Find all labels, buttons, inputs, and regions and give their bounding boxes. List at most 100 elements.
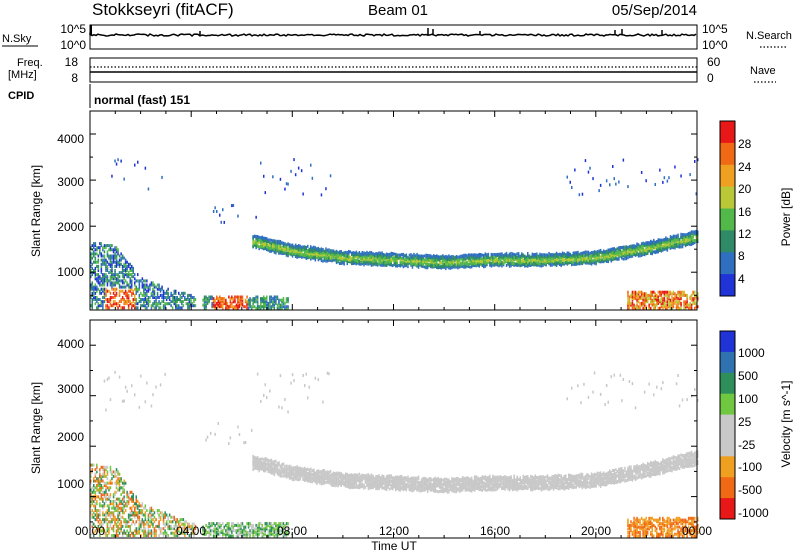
heatmap-cell xyxy=(662,180,664,184)
heatmap-cell xyxy=(648,246,650,250)
heatmap-cell xyxy=(665,300,667,304)
heatmap-cell xyxy=(501,261,503,264)
heatmap-cell xyxy=(109,246,112,250)
heatmap-cell xyxy=(126,264,128,268)
heatmap-cell xyxy=(109,398,112,402)
heatmap-cell xyxy=(425,255,427,259)
heatmap-cell xyxy=(109,520,112,524)
heatmap-cell xyxy=(102,506,104,510)
heatmap-cell xyxy=(631,254,634,258)
heatmap-cell xyxy=(273,295,276,299)
heatmap-cell xyxy=(126,499,128,503)
heatmap-cell xyxy=(111,287,113,291)
heatmap-cell xyxy=(237,300,239,304)
heatmap-cell xyxy=(540,263,543,267)
heatmap-cell xyxy=(273,242,276,246)
heatmap-cell xyxy=(152,393,154,397)
heatmap-cell xyxy=(589,252,591,255)
heatmap-cell xyxy=(112,275,115,279)
heatmap-cell xyxy=(106,260,109,264)
heatmap-cell xyxy=(126,495,128,499)
heatmap-cell xyxy=(398,256,400,260)
heatmap-cell xyxy=(439,265,441,269)
heatmap-cell xyxy=(129,287,131,291)
heatmap-cell xyxy=(410,255,412,259)
heatmap-cell xyxy=(678,295,681,299)
heatmap-cell xyxy=(156,524,159,528)
heatmap-cell xyxy=(127,515,130,519)
heatmap-cell xyxy=(97,306,100,310)
heatmap-cell xyxy=(132,511,134,515)
heatmap-cell xyxy=(153,531,156,535)
heatmap-cell xyxy=(111,244,113,248)
heatmap-cell xyxy=(678,306,681,310)
heatmap-cell xyxy=(118,506,121,510)
heatmap-cell xyxy=(249,298,251,302)
heatmap-cell xyxy=(140,374,142,378)
heatmap-cell xyxy=(109,296,112,299)
heatmap-cell xyxy=(571,257,573,261)
heatmap-cell xyxy=(260,244,262,248)
heatmap-cell xyxy=(256,306,259,310)
heatmap-cell xyxy=(609,252,611,256)
heatmap-cell xyxy=(117,158,119,162)
heatmap-cell xyxy=(653,306,655,310)
heatmap-cell xyxy=(90,504,92,508)
heatmap-cell xyxy=(123,481,125,485)
heatmap-cell xyxy=(612,247,614,251)
heatmap-cell xyxy=(469,257,471,261)
heatmap-cell xyxy=(493,261,496,265)
heatmap-cell xyxy=(214,206,216,210)
heatmap-cell xyxy=(216,530,218,534)
heatmap-cell xyxy=(158,527,160,531)
heatmap-cell xyxy=(382,256,385,260)
heatmap-cell xyxy=(202,527,204,531)
heatmap-cell xyxy=(131,306,133,310)
heatmap-cell xyxy=(628,298,631,302)
heatmap-cell xyxy=(162,534,165,537)
heatmap-cell xyxy=(690,230,693,234)
heatmap-cell xyxy=(329,252,332,256)
heatmap-cell xyxy=(175,522,177,526)
heatmap-cell xyxy=(109,499,112,503)
heatmap-cell xyxy=(146,520,148,524)
heatmap-cell xyxy=(305,255,307,259)
heatmap-cell xyxy=(355,258,358,262)
heatmap-cell xyxy=(599,248,602,252)
heatmap-cell xyxy=(678,242,681,246)
heatmap-cell xyxy=(132,300,134,304)
heatmap-cell xyxy=(94,524,97,528)
heatmap-cell xyxy=(131,490,133,494)
heatmap-cell xyxy=(686,243,688,246)
heatmap-cell xyxy=(150,513,153,517)
heatmap-cell xyxy=(669,292,672,296)
heatmap-cell xyxy=(109,465,112,469)
heatmap-cell xyxy=(508,264,511,268)
heatmap-cell xyxy=(231,525,233,529)
heatmap-cell xyxy=(258,235,260,239)
heatmap-cell xyxy=(267,303,269,307)
heatmap-cell xyxy=(100,242,103,246)
heatmap-cell xyxy=(118,527,121,531)
heatmap-cell xyxy=(580,251,582,255)
heatmap-cell xyxy=(121,289,124,293)
heatmap-cell xyxy=(214,527,216,531)
heatmap-cell xyxy=(317,258,320,262)
heatmap-cell xyxy=(184,520,186,524)
heatmap-cell xyxy=(238,530,241,534)
heatmap-cell xyxy=(261,300,263,304)
heatmap-cell xyxy=(334,258,336,262)
heatmap-cell xyxy=(668,241,670,245)
heatmap-cell xyxy=(439,255,441,259)
heatmap-cell xyxy=(114,287,116,291)
heatmap-cell xyxy=(105,481,107,485)
heatmap-cell xyxy=(94,472,97,476)
heatmap-cell xyxy=(683,292,685,296)
heatmap-cell xyxy=(276,303,279,307)
heatmap-cell xyxy=(225,529,227,533)
heatmap-cell xyxy=(446,255,449,259)
heatmap-cell xyxy=(521,256,523,260)
heatmap-cell xyxy=(123,490,125,494)
heatmap-cell xyxy=(650,244,652,248)
heatmap-cell xyxy=(241,300,244,304)
